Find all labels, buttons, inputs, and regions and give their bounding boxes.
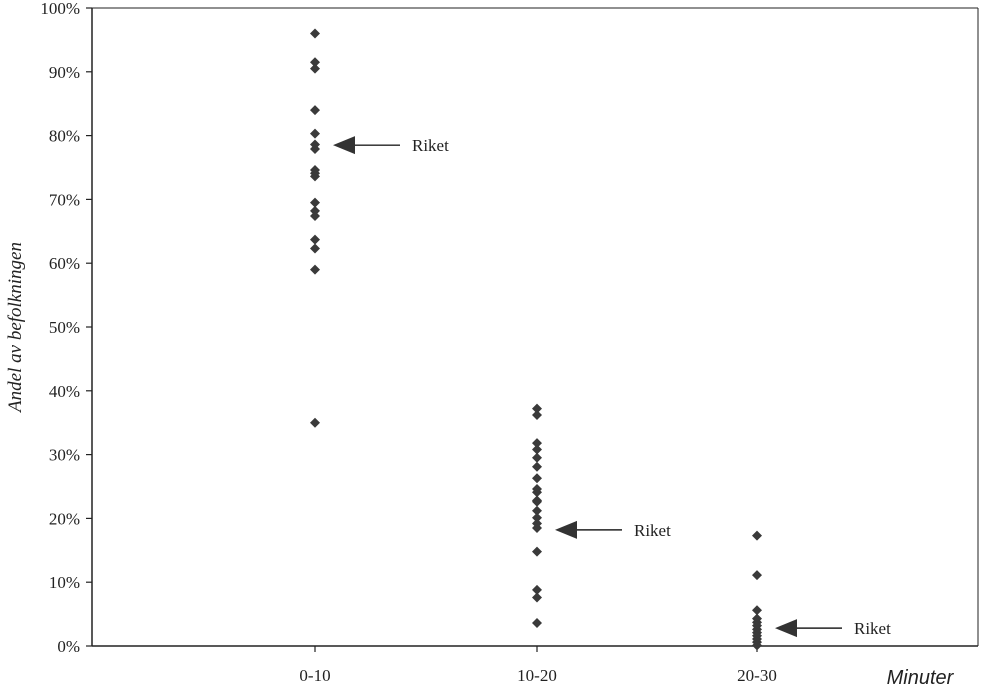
x-ticks: 0-10 10-20 20-30 bbox=[299, 646, 777, 685]
annotation-label: Riket bbox=[412, 136, 449, 155]
x-tick-label: 20-30 bbox=[737, 666, 777, 685]
y-axis-label: Andel av befolkningen bbox=[5, 242, 26, 414]
data-point bbox=[532, 505, 542, 516]
annotation-arrow-head bbox=[775, 619, 797, 638]
x-tick-label: 0-10 bbox=[299, 666, 330, 685]
annotation-riket: Riket bbox=[555, 520, 671, 540]
y-tick-label: 30% bbox=[49, 446, 80, 465]
y-tick-label: 80% bbox=[49, 127, 80, 146]
data-point bbox=[752, 570, 762, 581]
data-point bbox=[310, 234, 320, 245]
data-point bbox=[752, 605, 762, 616]
data-point bbox=[310, 205, 320, 216]
y-tick-label: 50% bbox=[49, 318, 80, 337]
data-point bbox=[532, 487, 542, 498]
data-point bbox=[532, 496, 542, 507]
data-point bbox=[310, 63, 320, 74]
annotation-label: Riket bbox=[634, 521, 671, 540]
data-point bbox=[310, 197, 320, 208]
data-point bbox=[310, 417, 320, 428]
data-point bbox=[310, 28, 320, 39]
data-point bbox=[310, 264, 320, 275]
y-tick-label: 10% bbox=[49, 573, 80, 592]
y-ticks: 0% 10% 20% 30% 40% 50% 60% 70% 80% 90% 100% bbox=[40, 0, 92, 656]
data-point bbox=[310, 171, 320, 182]
data-point bbox=[532, 410, 542, 421]
data-point bbox=[310, 105, 320, 116]
data-points bbox=[310, 28, 762, 651]
data-point bbox=[532, 473, 542, 484]
y-tick-label: 100% bbox=[40, 0, 80, 18]
y-tick-label: 0% bbox=[57, 637, 80, 656]
y-tick-label: 40% bbox=[49, 382, 80, 401]
annotation-arrow-head bbox=[333, 136, 355, 155]
x-axis-label: Minuter bbox=[887, 667, 955, 686]
annotations: Riket Riket Riket bbox=[333, 136, 891, 638]
data-point bbox=[310, 243, 320, 254]
data-point bbox=[310, 210, 320, 221]
data-point bbox=[752, 640, 762, 651]
y-tick-label: 60% bbox=[49, 254, 80, 273]
y-tick-label: 20% bbox=[49, 509, 80, 528]
data-point bbox=[532, 546, 542, 557]
data-point bbox=[532, 403, 542, 414]
y-tick-label: 70% bbox=[49, 190, 80, 209]
data-point bbox=[532, 452, 542, 463]
data-point bbox=[532, 618, 542, 629]
y-tick-label: 90% bbox=[49, 63, 80, 82]
data-point bbox=[532, 444, 542, 455]
data-point bbox=[310, 57, 320, 68]
data-point bbox=[532, 584, 542, 595]
data-point bbox=[532, 592, 542, 603]
data-point bbox=[310, 128, 320, 139]
data-point bbox=[532, 512, 542, 523]
x-tick-label: 10-20 bbox=[517, 666, 557, 685]
annotation-riket: Riket bbox=[775, 619, 891, 638]
data-point bbox=[752, 530, 762, 541]
data-point bbox=[532, 522, 542, 533]
annotation-label: Riket bbox=[854, 619, 891, 638]
data-point bbox=[310, 143, 320, 154]
annotation-arrow-head bbox=[555, 520, 577, 539]
annotation-riket: Riket bbox=[333, 136, 449, 155]
data-point bbox=[532, 461, 542, 472]
data-point bbox=[532, 438, 542, 449]
